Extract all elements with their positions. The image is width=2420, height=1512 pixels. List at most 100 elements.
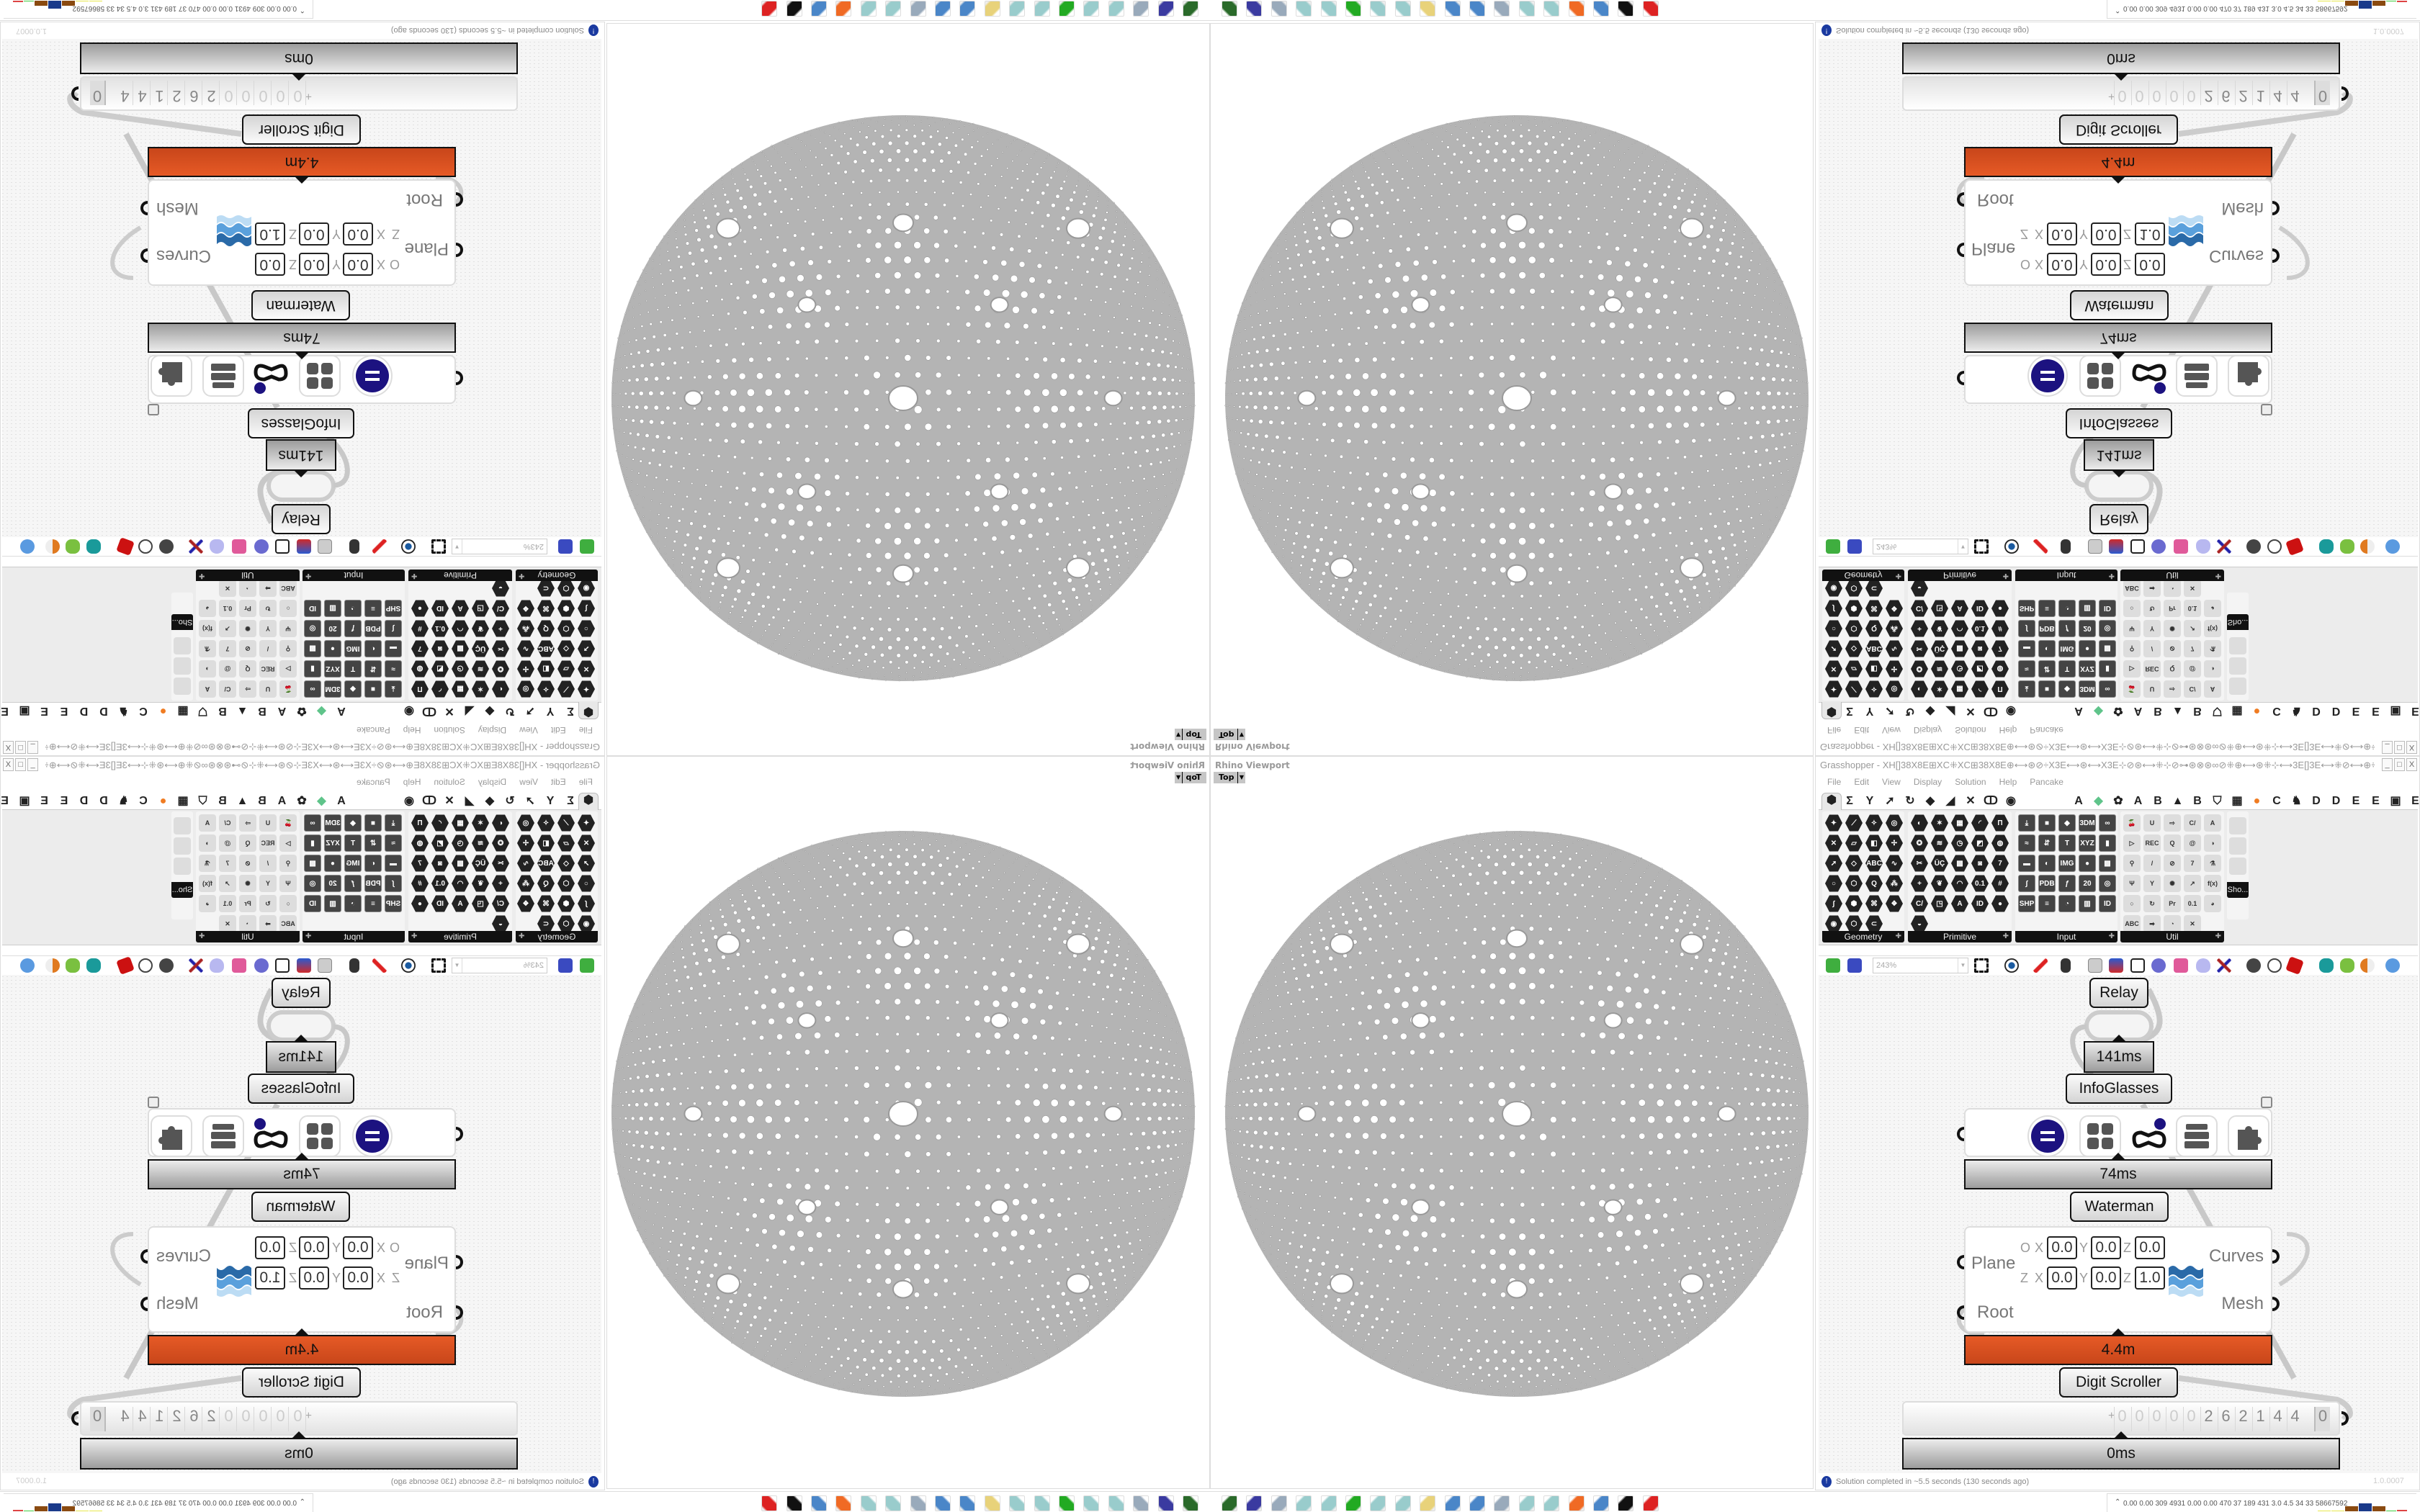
component-icon[interactable]: ◎ — [304, 620, 321, 637]
infoglasses-tool-icon[interactable] — [2229, 637, 2246, 654]
component-icon[interactable]: ⁂ — [517, 620, 534, 637]
new-document-icon[interactable] — [1826, 539, 1840, 554]
vector-tab[interactable]: ➚ — [1885, 705, 1895, 717]
sphere-icon[interactable] — [2360, 539, 2375, 554]
notepad-icon[interactable] — [1133, 1, 1150, 17]
component-icon[interactable]: U — [259, 680, 277, 698]
menu-display[interactable]: Display — [478, 725, 507, 735]
zoom-extents-icon[interactable] — [431, 539, 446, 554]
component-icon[interactable]: ⌘ — [537, 600, 555, 617]
rooster-tab[interactable]: ♞ — [118, 705, 129, 717]
tile-puzzle[interactable] — [2228, 355, 2269, 397]
component-icon[interactable]: ◎ — [2099, 620, 2116, 637]
component-icon[interactable]: ◐ — [364, 640, 382, 657]
tile-grid[interactable] — [2079, 355, 2121, 397]
component-icon[interactable]: ✶ — [472, 680, 489, 698]
expand-icon[interactable]: ✚ — [1895, 572, 1901, 580]
component-icon[interactable]: ✕ — [2184, 580, 2201, 597]
component-icon[interactable]: 3DM — [2079, 680, 2096, 698]
menu-display[interactable]: Display — [1913, 725, 1942, 735]
scroller-digit[interactable]: 2 — [204, 81, 220, 105]
component-icon[interactable]: ◒ — [492, 580, 509, 597]
ribbon-panel-label[interactable]: Util ✚ — [2120, 570, 2224, 581]
infoglasses-component[interactable] — [148, 355, 463, 415]
component-icon[interactable]: 🍒 — [279, 680, 297, 698]
notepad-icon[interactable] — [1518, 1, 1535, 17]
component-icon[interactable]: Pr — [239, 600, 256, 617]
calculator-icon[interactable] — [811, 1, 827, 17]
component-icon[interactable]: REC — [2143, 660, 2161, 678]
component-icon[interactable]: ∫ — [385, 620, 402, 637]
component-icon[interactable]: ○ — [578, 620, 595, 637]
preview-eye-icon[interactable] — [401, 539, 416, 554]
zaxis-x-field[interactable]: 0.0 — [343, 222, 373, 246]
component-icon[interactable]: ✢ — [1886, 660, 1903, 678]
component-icon[interactable]: ✢ — [517, 660, 534, 678]
component-icon[interactable]: ✺ — [239, 620, 256, 637]
component-icon[interactable]: f(x) — [2204, 620, 2221, 637]
component-icon[interactable]: ◇ — [1845, 640, 1863, 657]
component-icon[interactable]: ● — [1991, 600, 2009, 617]
component-icon[interactable]: ⊂ — [1865, 580, 1883, 597]
shaded-icon[interactable] — [159, 539, 174, 554]
waterman-node[interactable]: Waterman — [2070, 290, 2169, 320]
component-icon[interactable]: ◐ — [1911, 680, 1928, 698]
notepad-icon[interactable] — [1370, 1, 1386, 17]
selected-shaded-icon[interactable] — [116, 537, 135, 556]
params-tab[interactable]: ⬢ — [1821, 702, 1842, 719]
calculator-icon[interactable] — [1469, 1, 1485, 17]
component-icon[interactable]: IMG — [2058, 640, 2076, 657]
expand-icon[interactable]: ✚ — [305, 572, 312, 580]
zaxis-y-field[interactable]: 0.0 — [299, 222, 329, 246]
menu-edit[interactable]: Edit — [550, 725, 566, 735]
component-icon[interactable]: ● — [2079, 640, 2096, 657]
component-icon[interactable]: ABC — [279, 580, 297, 597]
red-app-icon[interactable] — [1642, 1, 1659, 17]
component-icon[interactable]: ◩ — [431, 660, 449, 678]
component-icon[interactable]: ◜ — [1971, 680, 1989, 698]
component-icon[interactable]: ⬡ — [557, 620, 575, 637]
component-icon[interactable]: ◠ — [1951, 620, 1968, 637]
component-icon[interactable]: ➚ — [578, 640, 595, 657]
component-icon[interactable]: ▩ — [2099, 640, 2116, 657]
component-icon[interactable]: ↗ — [219, 620, 236, 637]
component-icon[interactable]: ✂ — [492, 640, 509, 657]
component-icon[interactable]: ▷ — [279, 660, 297, 678]
grasshopper-canvas[interactable]: Relay 141ms InfoGlasses 74ms Waterman Pl… — [1819, 39, 2418, 537]
maximize-button[interactable]: □ — [2394, 741, 2405, 754]
scroller-digit[interactable]: 0 — [238, 81, 254, 105]
chevron-up-icon[interactable]: ⌃ — [299, 6, 305, 14]
component-icon[interactable]: A — [452, 600, 469, 617]
shield-tab[interactable]: ⛉ — [2213, 705, 2222, 717]
red-app-icon[interactable] — [761, 1, 778, 17]
infoglasses-tool-icon[interactable] — [174, 657, 191, 675]
component-icon[interactable]: ⬢ — [1845, 600, 1863, 617]
shaded-icon[interactable] — [2246, 539, 2261, 554]
component-icon[interactable]: 0.1 — [2184, 600, 2201, 617]
infoglasses-node[interactable]: InfoGlasses — [248, 408, 354, 438]
component-icon[interactable]: ≋ — [472, 660, 489, 678]
component-icon[interactable]: SHP — [385, 600, 402, 617]
wireframe-icon[interactable] — [2267, 539, 2282, 554]
chip-tab[interactable]: ▣ — [19, 705, 30, 717]
component-icon[interactable]: ABC — [1865, 640, 1883, 657]
tab-e1[interactable]: E — [2352, 705, 2360, 717]
infoglasses-tool-icon[interactable] — [2229, 678, 2246, 695]
view-selector[interactable]: Top ▼ — [1214, 729, 1245, 740]
lightbulb-icon[interactable] — [210, 539, 224, 554]
component-icon[interactable]: ÜÇ — [1931, 640, 1948, 657]
component-icon[interactable]: ⤓ — [2018, 680, 2035, 698]
chevron-down-icon[interactable]: ▼ — [1176, 729, 1183, 740]
tile-grid[interactable] — [299, 355, 341, 397]
expand-icon[interactable]: ✚ — [519, 572, 525, 580]
cluster-icon[interactable] — [349, 539, 359, 554]
search-icon[interactable] — [2151, 539, 2166, 554]
expand-icon[interactable]: ✚ — [2215, 572, 2221, 580]
component-icon[interactable]: ≈ — [385, 660, 402, 678]
component-icon[interactable]: ⬡ — [1845, 580, 1863, 597]
component-icon[interactable]: ⚲ — [2123, 640, 2141, 657]
component-icon[interactable]: ⊘ — [239, 640, 256, 657]
zoom-field[interactable]: 243% ▼ — [452, 539, 547, 554]
component-icon[interactable]: ❦ — [472, 620, 489, 637]
component-icon[interactable]: Ψ — [2123, 620, 2141, 637]
